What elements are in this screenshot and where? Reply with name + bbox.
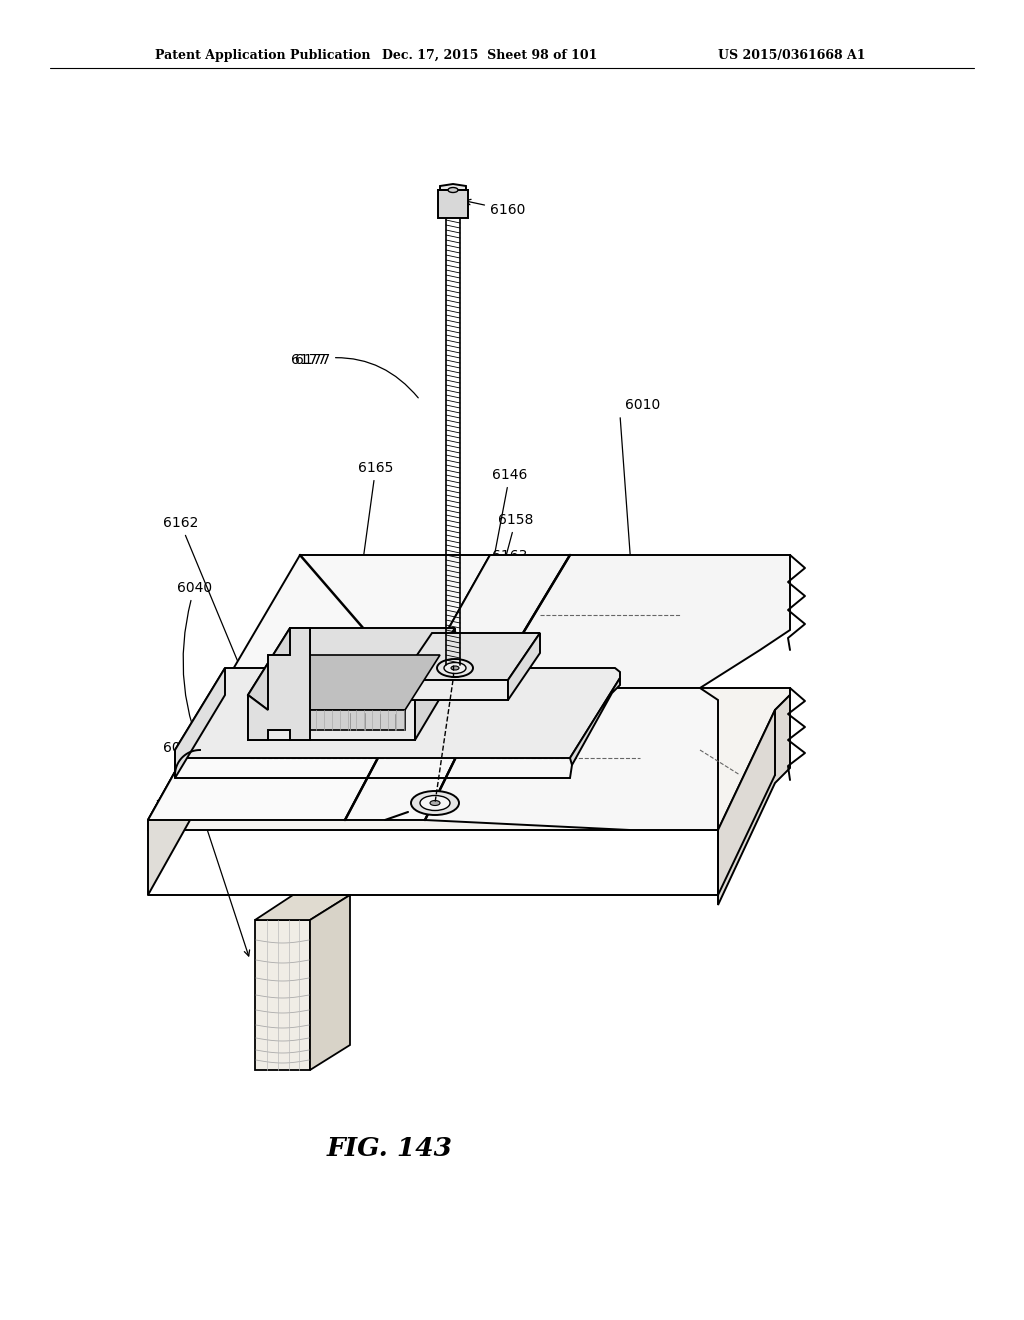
Polygon shape <box>490 554 790 688</box>
Polygon shape <box>268 655 440 710</box>
Polygon shape <box>400 680 508 700</box>
Ellipse shape <box>444 663 466 673</box>
Text: 6162: 6162 <box>163 516 259 711</box>
Polygon shape <box>222 554 490 688</box>
Polygon shape <box>248 628 310 741</box>
Polygon shape <box>175 668 225 777</box>
Polygon shape <box>718 696 790 906</box>
Polygon shape <box>435 652 470 665</box>
Text: 6177: 6177 <box>295 352 418 397</box>
Ellipse shape <box>451 667 459 671</box>
Polygon shape <box>438 190 468 218</box>
Polygon shape <box>255 920 310 1071</box>
Polygon shape <box>255 895 350 920</box>
Polygon shape <box>310 895 350 1071</box>
Polygon shape <box>570 678 620 766</box>
Text: 6158: 6158 <box>470 513 534 686</box>
Polygon shape <box>248 628 455 696</box>
Polygon shape <box>148 688 415 820</box>
Ellipse shape <box>420 796 450 810</box>
Text: FIG. 143: FIG. 143 <box>327 1135 453 1160</box>
Text: 6165: 6165 <box>348 461 393 651</box>
Polygon shape <box>440 183 466 191</box>
Ellipse shape <box>430 800 440 805</box>
Text: 6124: 6124 <box>408 682 442 810</box>
Text: US 2015/0361668 A1: US 2015/0361668 A1 <box>718 49 865 62</box>
Text: 6177: 6177 <box>291 352 326 367</box>
Ellipse shape <box>437 659 473 677</box>
Polygon shape <box>148 688 222 895</box>
Polygon shape <box>248 628 310 710</box>
Polygon shape <box>425 688 718 830</box>
Text: 6163: 6163 <box>479 549 527 694</box>
Polygon shape <box>415 628 455 741</box>
Polygon shape <box>345 688 490 820</box>
Polygon shape <box>415 554 570 688</box>
Text: 6160: 6160 <box>465 199 525 216</box>
Polygon shape <box>508 634 540 700</box>
Text: 6146: 6146 <box>472 469 527 664</box>
Polygon shape <box>400 634 540 680</box>
Polygon shape <box>248 696 415 741</box>
Polygon shape <box>268 710 406 730</box>
Ellipse shape <box>411 791 459 814</box>
Text: 6012: 6012 <box>163 741 250 956</box>
Text: 6040: 6040 <box>177 581 212 766</box>
Text: 6010: 6010 <box>625 399 660 412</box>
Polygon shape <box>148 688 790 830</box>
Ellipse shape <box>450 672 460 677</box>
Text: Patent Application Publication: Patent Application Publication <box>155 49 371 62</box>
Text: 6140: 6140 <box>462 657 570 800</box>
Text: Dec. 17, 2015  Sheet 98 of 101: Dec. 17, 2015 Sheet 98 of 101 <box>382 49 598 62</box>
Ellipse shape <box>449 187 458 193</box>
Polygon shape <box>175 668 620 758</box>
